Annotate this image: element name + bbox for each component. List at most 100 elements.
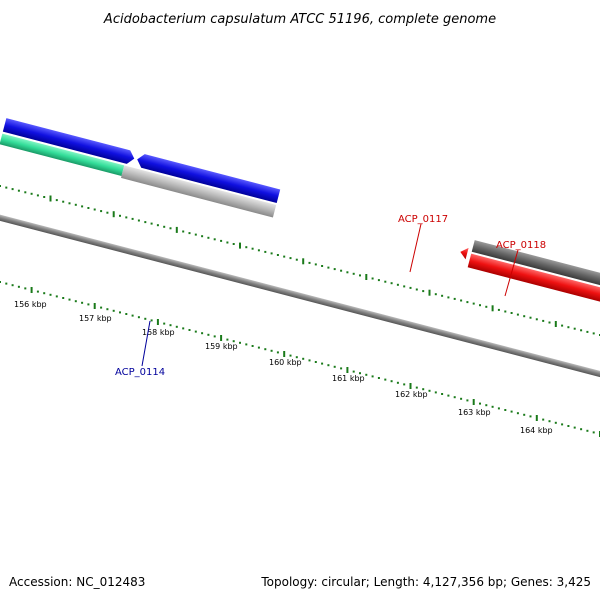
minor-tick xyxy=(194,330,197,333)
minor-tick xyxy=(352,370,355,373)
gene-acp-0114[interactable] xyxy=(135,153,281,203)
minor-tick xyxy=(239,341,241,344)
major-tick xyxy=(428,289,431,296)
minor-tick xyxy=(352,272,355,275)
gene-acp-0117[interactable] xyxy=(459,246,469,260)
minor-tick xyxy=(226,241,229,244)
minor-tick xyxy=(510,410,513,413)
minor-tick xyxy=(0,185,1,187)
minor-tick xyxy=(542,418,545,421)
minor-tick xyxy=(245,343,248,346)
minor-tick xyxy=(232,340,235,343)
minor-tick xyxy=(119,214,121,217)
minor-tick xyxy=(175,325,178,328)
minor-tick xyxy=(516,412,519,415)
major-tick xyxy=(175,226,178,233)
gene-forward-left[interactable] xyxy=(2,118,136,165)
minor-tick xyxy=(567,326,570,329)
minor-tick xyxy=(346,271,349,274)
gene-grey-light[interactable] xyxy=(120,165,277,218)
minor-tick xyxy=(194,233,197,236)
minor-tick xyxy=(11,284,14,287)
major-tick xyxy=(49,195,52,202)
minor-tick xyxy=(295,356,298,359)
genome-backbone xyxy=(0,207,600,390)
minor-tick xyxy=(447,394,450,397)
minor-tick xyxy=(390,282,393,285)
minor-tick xyxy=(43,292,46,295)
genome-summary-text: Topology: circular; Length: 4,127,356 bp… xyxy=(260,575,591,589)
minor-tick xyxy=(24,287,27,290)
minor-tick xyxy=(308,359,311,362)
minor-tick xyxy=(150,319,153,322)
backbone-group xyxy=(0,207,600,390)
minor-tick xyxy=(24,191,27,194)
minor-tick xyxy=(74,300,77,303)
minor-tick xyxy=(466,399,469,402)
gene-acp-0118[interactable] xyxy=(471,240,600,300)
minor-tick xyxy=(371,277,374,280)
major-tick xyxy=(346,367,349,373)
minor-tick xyxy=(36,290,39,293)
minor-tick xyxy=(62,297,65,299)
minor-tick xyxy=(491,405,494,408)
major-tick xyxy=(302,258,305,265)
minor-tick xyxy=(403,285,406,288)
minor-tick xyxy=(314,361,317,363)
minor-tick xyxy=(11,188,14,191)
leader-acp-0118 xyxy=(504,249,519,297)
minor-tick xyxy=(81,301,84,304)
minor-tick xyxy=(415,386,418,389)
green-feature-left[interactable] xyxy=(0,133,125,176)
minor-tick xyxy=(106,308,109,311)
minor-tick xyxy=(441,393,444,395)
minor-tick xyxy=(453,396,456,399)
minor-tick xyxy=(327,364,330,367)
minor-tick xyxy=(270,349,273,352)
minor-tick xyxy=(529,316,532,319)
minor-tick xyxy=(523,315,526,318)
minor-tick xyxy=(49,293,52,296)
gene-label-acp-0117[interactable]: ACP_0117 xyxy=(398,214,448,225)
minor-tick xyxy=(169,324,172,327)
minor-tick xyxy=(17,189,20,192)
minor-tick xyxy=(17,285,20,288)
tick-label: 160 kbp xyxy=(269,358,302,367)
minor-tick xyxy=(283,255,286,258)
map-title: Acidobacterium capsulatum ATCC 51196, co… xyxy=(103,12,496,27)
gene-label-acp-0114[interactable]: ACP_0114 xyxy=(115,367,165,378)
minor-tick xyxy=(580,329,583,332)
minor-tick xyxy=(510,312,513,314)
minor-tick xyxy=(422,290,425,293)
major-tick xyxy=(491,305,494,312)
minor-tick xyxy=(264,348,267,351)
major-tick xyxy=(535,415,538,421)
minor-tick xyxy=(207,333,210,336)
minor-tick xyxy=(201,332,204,335)
gene-label-acp-0118[interactable]: ACP_0118 xyxy=(496,240,546,251)
minor-tick xyxy=(321,265,324,267)
minor-tick xyxy=(163,225,166,228)
minor-tick xyxy=(232,243,235,245)
minor-tick xyxy=(30,192,33,195)
tick-label: 164 kbp xyxy=(520,426,553,435)
minor-tick xyxy=(137,219,140,222)
tick-label: 157 kbp xyxy=(79,314,112,323)
minor-tick xyxy=(479,402,481,405)
minor-tick xyxy=(188,232,191,235)
minor-tick xyxy=(580,428,583,431)
minor-tick xyxy=(333,365,336,368)
minor-tick xyxy=(573,327,576,330)
minor-tick xyxy=(207,236,210,239)
minor-tick xyxy=(74,203,77,206)
tick-label: 163 kbp xyxy=(458,408,491,417)
minor-tick xyxy=(308,261,311,264)
minor-tick xyxy=(226,338,229,341)
minor-tick xyxy=(340,367,343,370)
major-tick xyxy=(93,303,96,309)
minor-tick xyxy=(535,318,538,321)
minor-tick xyxy=(213,238,216,241)
minor-tick xyxy=(403,383,406,386)
minor-tick xyxy=(377,377,380,379)
